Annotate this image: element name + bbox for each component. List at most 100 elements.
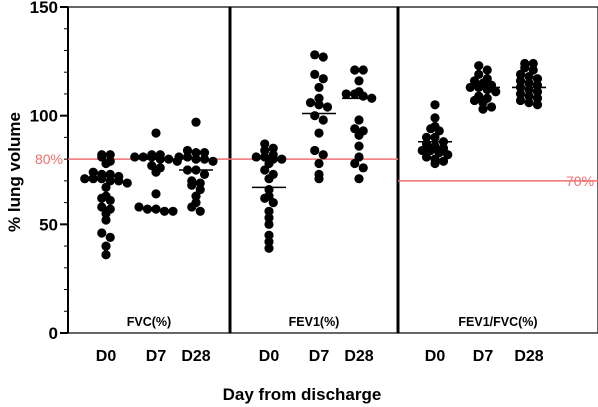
data-point — [199, 169, 210, 179]
x-category-label: D7 — [146, 348, 167, 365]
x-category-label: D0 — [96, 348, 117, 365]
data-point — [105, 150, 115, 160]
data-point — [105, 176, 115, 186]
data-point — [314, 93, 324, 103]
data-point — [101, 182, 111, 192]
data-point — [486, 102, 497, 112]
y-tick-label: 50 — [39, 215, 58, 234]
data-point — [478, 104, 488, 114]
data-point — [532, 100, 543, 110]
data-point — [474, 61, 484, 71]
data-point — [182, 152, 193, 162]
y-tick-label: 0 — [49, 324, 58, 343]
data-point — [191, 198, 201, 208]
data-point — [482, 65, 492, 75]
data-point — [159, 206, 170, 216]
data-point — [101, 215, 111, 225]
data-point — [318, 115, 328, 125]
data-point — [443, 150, 453, 160]
data-point — [260, 152, 270, 162]
x-category-label: D7 — [309, 348, 330, 365]
data-point — [264, 237, 274, 247]
data-point — [520, 58, 530, 69]
data-point — [195, 184, 205, 195]
data-point — [134, 202, 144, 212]
data-point — [524, 71, 534, 82]
x-category-label: D0 — [259, 348, 280, 365]
data-point — [341, 89, 351, 99]
data-point — [277, 154, 287, 164]
data-point — [354, 141, 364, 151]
data-point — [322, 102, 333, 112]
data-point — [358, 163, 368, 173]
x-category-label: D28 — [514, 348, 543, 365]
data-point — [314, 100, 324, 110]
data-point — [251, 152, 261, 162]
data-point — [191, 191, 201, 201]
data-point — [358, 65, 368, 75]
data-point — [354, 87, 364, 97]
data-point — [147, 150, 157, 160]
data-point — [97, 150, 107, 160]
data-point — [260, 145, 270, 156]
data-point — [528, 65, 538, 75]
data-point — [354, 174, 364, 184]
data-point — [305, 98, 316, 108]
data-point — [438, 143, 449, 153]
data-point — [195, 178, 205, 188]
data-point — [310, 50, 320, 60]
data-point — [260, 165, 270, 175]
data-point — [524, 78, 534, 88]
data-point — [515, 76, 526, 86]
data-point — [97, 169, 107, 179]
data-point — [191, 154, 201, 164]
data-point — [314, 158, 324, 169]
data-point — [191, 148, 201, 158]
data-point — [151, 204, 161, 214]
data-point — [430, 141, 440, 151]
data-point — [528, 58, 538, 69]
data-point — [350, 65, 360, 75]
data-point — [491, 87, 501, 97]
data-point — [318, 52, 328, 62]
data-point — [524, 98, 534, 108]
data-point — [310, 111, 320, 121]
data-point — [515, 95, 526, 106]
data-point — [268, 169, 278, 179]
data-point — [314, 82, 324, 93]
data-point — [417, 145, 427, 156]
x-category-label: D28 — [181, 348, 210, 365]
data-point — [310, 69, 320, 79]
data-point — [268, 198, 278, 208]
data-point — [421, 152, 432, 162]
data-point — [105, 169, 115, 179]
data-point — [101, 241, 111, 251]
data-point — [318, 74, 328, 84]
data-point — [182, 145, 193, 156]
data-point — [515, 89, 526, 99]
data-point — [268, 143, 278, 153]
data-point — [268, 150, 278, 160]
data-point — [358, 126, 368, 136]
data-point — [101, 250, 111, 260]
data-point — [168, 206, 178, 216]
reference-label: 80% — [35, 151, 63, 167]
data-point — [532, 93, 543, 103]
data-point — [187, 176, 197, 186]
data-point — [524, 91, 534, 101]
data-point — [264, 213, 274, 223]
x-category-label: D7 — [473, 348, 494, 365]
data-point — [105, 204, 115, 214]
data-point — [151, 189, 161, 199]
x-axis-title: Day from discharge — [223, 385, 382, 404]
data-point — [421, 132, 432, 142]
data-point — [264, 206, 274, 216]
y-tick-label: 100 — [30, 107, 58, 126]
y-tick-label: 150 — [30, 0, 58, 17]
data-point — [482, 93, 492, 103]
data-point — [97, 202, 107, 212]
data-point — [515, 69, 526, 79]
data-point — [105, 232, 115, 242]
data-point — [532, 87, 543, 97]
